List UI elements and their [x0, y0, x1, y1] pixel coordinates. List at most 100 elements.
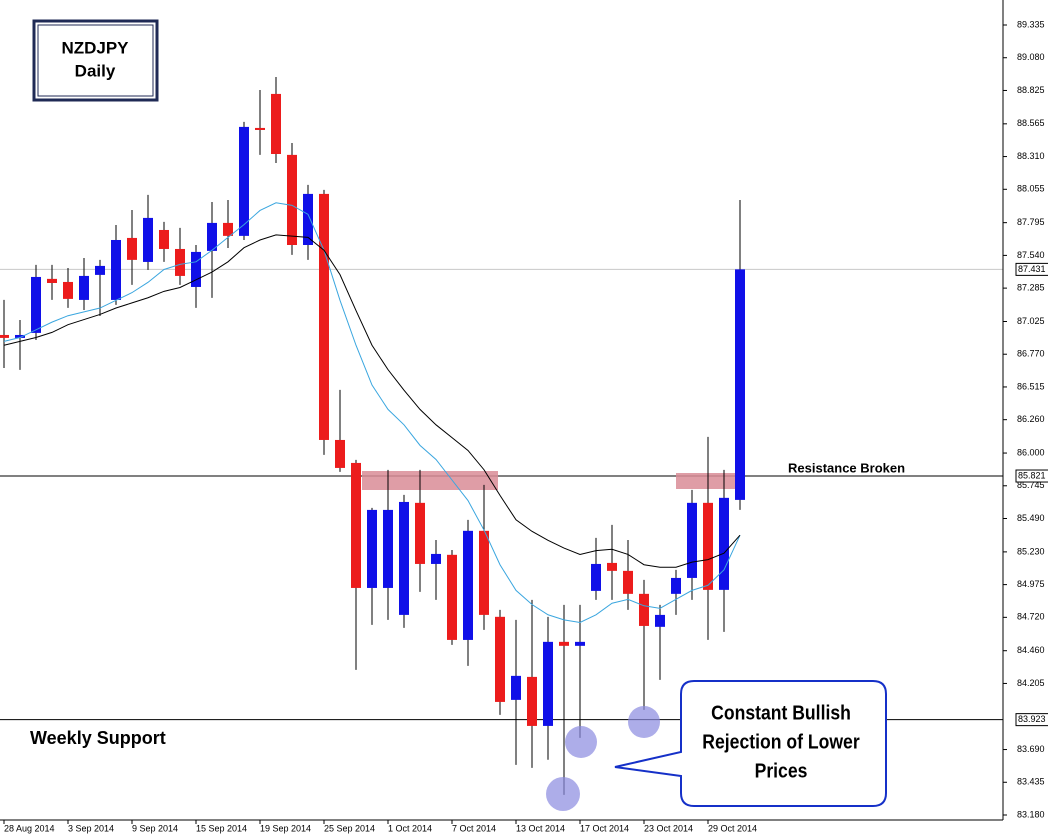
- chart-subtitle: Daily: [75, 61, 116, 80]
- candle-body: [687, 502, 697, 578]
- rejection-circle: [628, 706, 660, 738]
- level-label: 85.821: [1018, 470, 1046, 480]
- candle-body: [95, 265, 105, 275]
- candle-body: [463, 530, 473, 640]
- candle-body: [367, 509, 377, 588]
- x-tick-label: 17 Oct 2014: [580, 823, 629, 833]
- y-tick-label: 85.490: [1017, 513, 1045, 523]
- candle-body: [479, 530, 489, 615]
- candle-body: [287, 154, 297, 245]
- level-box: [1015, 469, 1048, 483]
- y-tick-label: 86.260: [1017, 414, 1045, 424]
- candle-body: [495, 616, 505, 702]
- candle-body: [527, 676, 537, 726]
- candle-body: [655, 614, 665, 627]
- candle-body: [719, 497, 729, 590]
- y-tick-label: 87.285: [1017, 282, 1045, 292]
- y-tick-label: 85.230: [1017, 546, 1045, 556]
- candle-body: [399, 501, 409, 615]
- candle-body: [239, 126, 249, 236]
- candle-body: [703, 502, 713, 590]
- resistance-zone: [362, 471, 498, 490]
- resistance-label: Resistance Broken: [788, 460, 905, 475]
- y-tick-label: 87.025: [1017, 316, 1045, 326]
- candle-body: [15, 334, 25, 338]
- y-tick-label: 88.825: [1017, 85, 1045, 95]
- candle-body: [0, 334, 9, 338]
- x-tick-label: 28 Aug 2014: [4, 823, 55, 833]
- y-tick-label: 89.335: [1017, 19, 1045, 29]
- level-box: [1015, 713, 1048, 727]
- y-tick-label: 88.310: [1017, 151, 1045, 161]
- y-tick-label: 83.690: [1017, 744, 1045, 754]
- symbol-box-inner: [37, 24, 154, 97]
- x-tick-label: 9 Sep 2014: [132, 823, 178, 833]
- candle-body: [319, 193, 329, 440]
- callout-line: Prices: [755, 759, 808, 781]
- candle-body: [351, 462, 361, 588]
- y-tick-label: 87.795: [1017, 217, 1045, 227]
- y-tick-label: 85.745: [1017, 480, 1045, 490]
- candle-body: [63, 281, 73, 299]
- level-label: 83.923: [1018, 714, 1046, 724]
- y-tick-label: 87.540: [1017, 250, 1045, 260]
- callout-box: [614, 680, 887, 807]
- last-price-label: 87.431: [1018, 264, 1046, 274]
- candle-body: [111, 239, 121, 300]
- axis-layer: 89.335 89.080 88.825 88.565 88.310 88.055 87.7…: [3, 19, 1048, 833]
- candle-body: [223, 222, 233, 236]
- candle-body: [639, 593, 649, 626]
- candle-body: [79, 275, 89, 300]
- candle-body: [143, 217, 153, 262]
- x-tick-label: 29 Oct 2014: [708, 823, 757, 833]
- chart-title: NZDJPY: [61, 38, 129, 57]
- candle-body: [543, 641, 553, 726]
- y-tick-label: 84.975: [1017, 579, 1045, 589]
- candle-body: [255, 127, 265, 130]
- candle-body: [159, 229, 169, 249]
- candle-body: [431, 553, 441, 564]
- candle-body: [623, 570, 633, 594]
- y-tick-label: 88.565: [1017, 118, 1045, 128]
- candle-body: [31, 276, 41, 333]
- rejection-circle: [546, 777, 580, 811]
- y-tick-label: 84.205: [1017, 678, 1045, 688]
- candle-body: [175, 248, 185, 276]
- y-tick-label: 83.435: [1017, 777, 1045, 787]
- support-label: Weekly Support: [30, 728, 166, 748]
- candle-body: [415, 502, 425, 564]
- last-price-box: [1015, 262, 1048, 276]
- symbol-box: [32, 19, 159, 102]
- candle-body: [335, 439, 345, 468]
- y-tick-label: 86.000: [1017, 447, 1045, 457]
- candle-body: [127, 237, 137, 260]
- marks-layer: [0, 76, 745, 795]
- candle-body: [735, 269, 745, 500]
- candle-body: [591, 563, 601, 591]
- candle-body: [575, 641, 585, 646]
- candle-body: [607, 562, 617, 571]
- candle-body: [511, 675, 521, 700]
- rejection-circle: [565, 726, 597, 758]
- x-tick-label: 1 Oct 2014: [388, 823, 432, 833]
- candle-body: [671, 577, 681, 594]
- x-tick-label: 25 Sep 2014: [324, 823, 375, 833]
- candle-body: [271, 93, 281, 154]
- candle-body: [191, 251, 201, 287]
- x-tick-label: 7 Oct 2014: [452, 823, 496, 833]
- y-tick-label: 84.460: [1017, 645, 1045, 655]
- candle-body: [303, 193, 313, 245]
- candle-body: [47, 278, 57, 283]
- x-tick-label: 15 Sep 2014: [196, 823, 247, 833]
- y-tick-label: 86.515: [1017, 381, 1045, 391]
- candle-body: [383, 509, 393, 588]
- callout-line: Rejection of Lower: [702, 730, 860, 752]
- candle-body: [207, 222, 217, 251]
- callout-line: Constant Bullish: [711, 701, 851, 723]
- y-tick-label: 88.055: [1017, 184, 1045, 194]
- x-tick-label: 19 Sep 2014: [260, 823, 311, 833]
- x-tick-label: 3 Sep 2014: [68, 823, 114, 833]
- y-tick-label: 84.720: [1017, 612, 1045, 622]
